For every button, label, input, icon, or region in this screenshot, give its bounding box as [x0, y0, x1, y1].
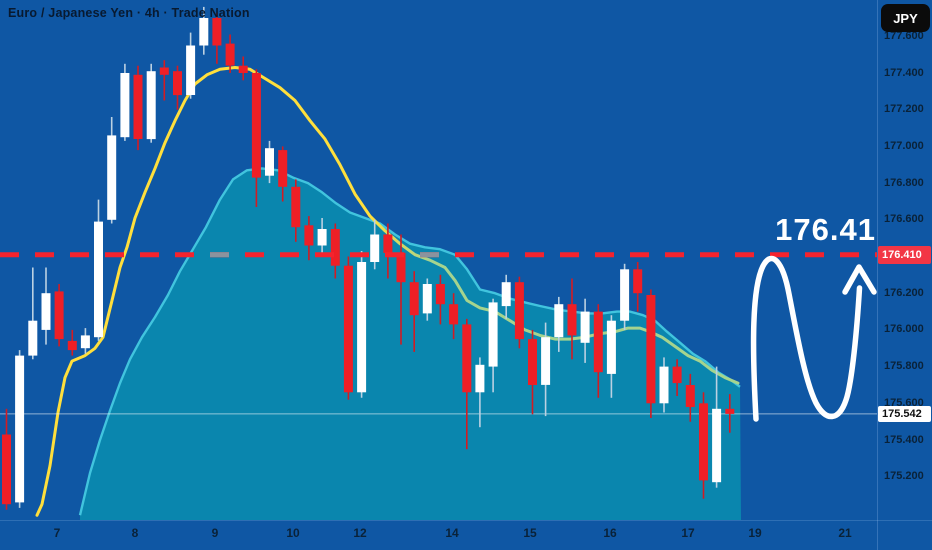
- time-tick-label: 7: [53, 526, 61, 540]
- time-tick-label: 9: [211, 526, 219, 540]
- current-price-tag: 175.542: [878, 405, 931, 422]
- price-axis[interactable]: 177.600 177.400 177.200 177.000 176.800 176.6…: [877, 0, 932, 550]
- resistance-level-annotation-text: 176.41: [775, 212, 876, 247]
- price-tick-label: 176.200: [884, 286, 924, 299]
- price-tick-label: 175.400: [884, 433, 924, 446]
- time-tick-label: 12: [353, 526, 367, 540]
- arrow-head: [842, 264, 877, 295]
- price-tick-label: 175.600: [884, 396, 924, 409]
- price-tick-label: 176.000: [884, 323, 924, 336]
- price-tick-label: 177.000: [884, 139, 924, 152]
- currency-badge-button[interactable]: JPY: [881, 4, 930, 32]
- price-tick-label: 176.600: [884, 213, 924, 226]
- grey-dash-segment: [210, 252, 229, 258]
- moving-average-line: [35, 66, 740, 517]
- price-tick-label: 175.200: [884, 470, 924, 483]
- time-tick-label: 8: [131, 526, 139, 540]
- time-axis[interactable]: 7 8 9 10 12 14 15 16 17 19 21: [0, 520, 932, 550]
- indicator-band-border: [78, 167, 741, 516]
- time-tick-label: 16: [603, 526, 617, 540]
- time-tick-label: 17: [681, 526, 695, 540]
- time-tick-label: 19: [748, 526, 762, 540]
- price-axis-separator: [877, 0, 878, 550]
- candlesticks: [2, 6, 735, 510]
- price-tick-label: 177.600: [884, 29, 924, 42]
- projection-arrow-drawing[interactable]: [750, 255, 877, 422]
- price-tick-label: 177.400: [884, 66, 924, 79]
- price-tick-label: 177.200: [884, 103, 924, 116]
- resistance-price-tag: 176.410: [878, 245, 931, 264]
- time-tick-label: 21: [838, 526, 852, 540]
- price-tick-label: 175.800: [884, 360, 924, 373]
- symbol-legend-title: Euro / Japanese Yen · 4h · Trade Nation: [8, 6, 250, 20]
- indicator-band-area: [80, 168, 741, 520]
- time-tick-label: 15: [523, 526, 537, 540]
- time-tick-label: 10: [286, 526, 300, 540]
- grey-dash-segment: [420, 252, 439, 258]
- time-tick-label: 14: [445, 526, 459, 540]
- price-tick-label: 176.800: [884, 176, 924, 189]
- time-axis-separator: [0, 520, 932, 521]
